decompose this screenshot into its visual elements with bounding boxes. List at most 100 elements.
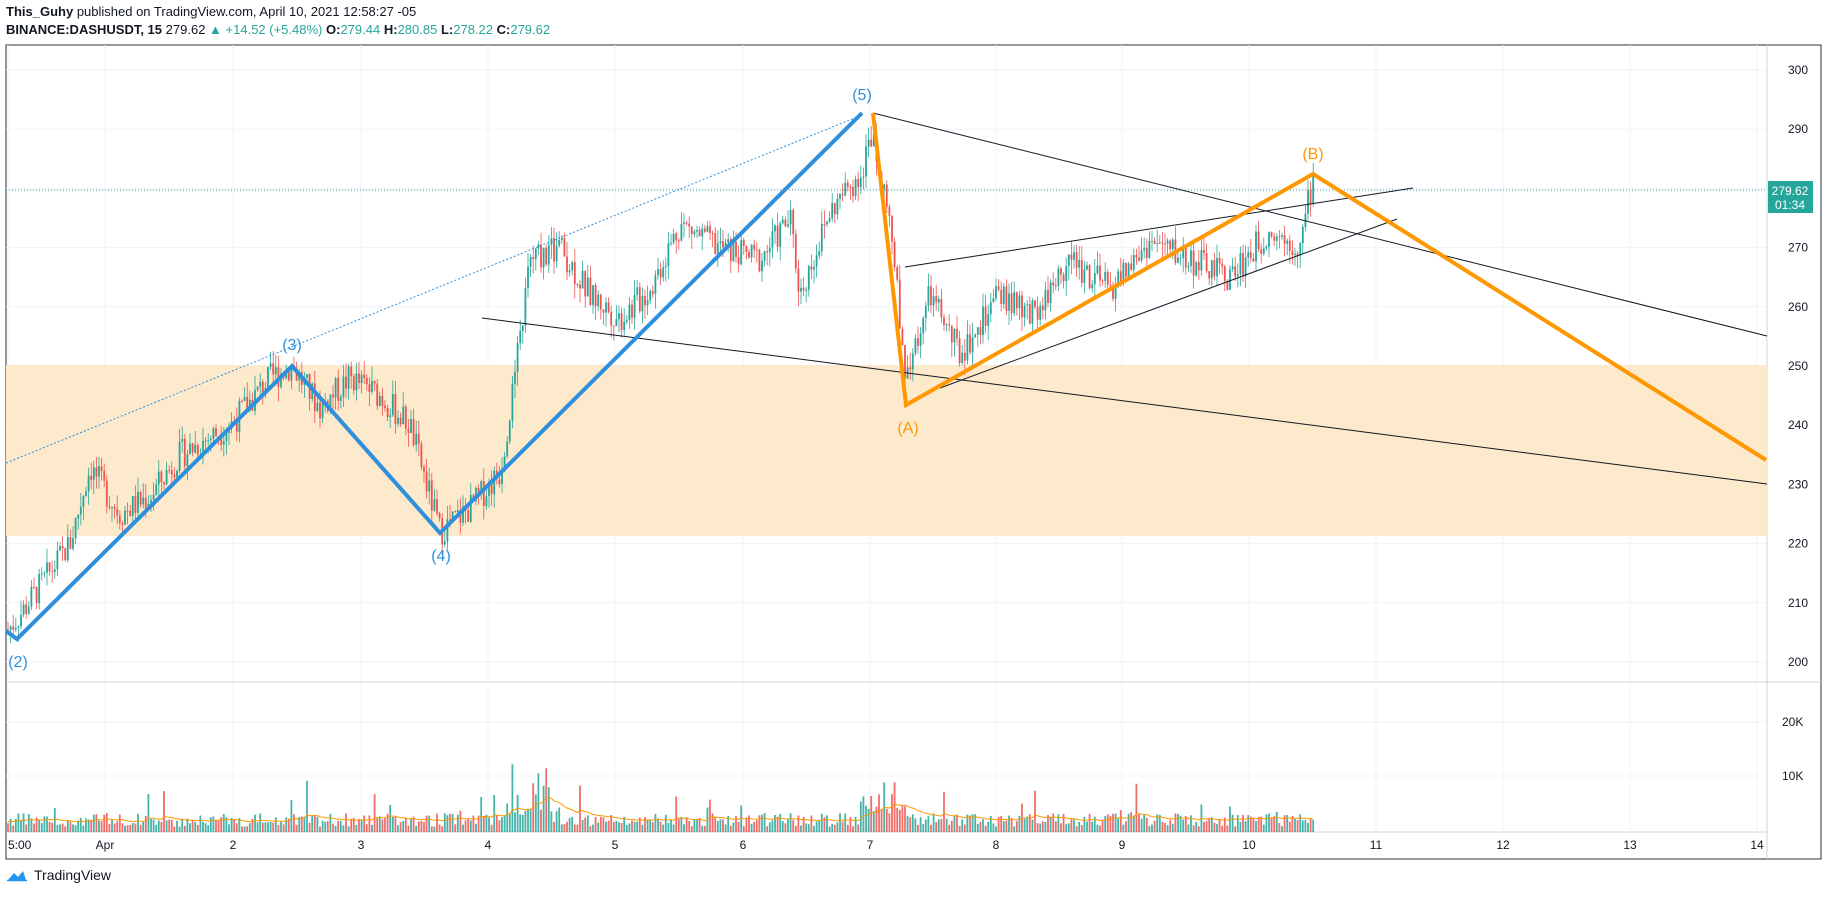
volume-bar xyxy=(826,815,828,832)
impulse-wave-path[interactable] xyxy=(4,111,864,642)
volume-bar xyxy=(131,822,134,832)
volume-bar xyxy=(306,780,308,832)
candle-body xyxy=(683,222,685,224)
candle-body xyxy=(1086,265,1088,270)
volume-bar xyxy=(303,816,306,832)
volume-bar xyxy=(1034,790,1036,832)
author-name[interactable]: This_Guhy xyxy=(6,4,74,19)
volume-bar xyxy=(376,818,379,832)
volume-bar xyxy=(183,825,186,832)
candle-body xyxy=(805,289,808,291)
candle-body xyxy=(605,302,607,313)
candle-body xyxy=(654,275,657,294)
high-value: 280.85 xyxy=(397,22,438,37)
volume-bar xyxy=(592,824,594,832)
volume-bar xyxy=(1278,823,1281,832)
candle-body xyxy=(1262,248,1265,254)
volume-bar xyxy=(815,821,818,832)
volume-bar xyxy=(1179,815,1182,832)
candle-body xyxy=(1182,247,1185,258)
symbol-name[interactable]: BINANCE:DASHUSDT, 15 xyxy=(6,22,163,37)
volume-axis[interactable]: 20K 10K xyxy=(1782,715,1803,783)
candle-body xyxy=(823,224,826,226)
candle-body xyxy=(1060,268,1062,275)
candle-body xyxy=(1132,254,1135,270)
volume-bar xyxy=(1008,815,1010,832)
volume-bar xyxy=(623,816,626,832)
candle-body xyxy=(334,378,337,398)
candle-body xyxy=(618,313,620,320)
volume-bar xyxy=(638,817,641,832)
volume-bar xyxy=(542,785,545,832)
volume-bar xyxy=(248,823,251,832)
candle-body xyxy=(14,627,17,630)
volume-bar xyxy=(930,824,932,832)
candle-body xyxy=(958,338,961,364)
volume-bar xyxy=(1075,826,1078,832)
candle-body xyxy=(826,221,828,225)
volume-bar xyxy=(1060,823,1062,832)
volume-bar xyxy=(467,818,470,832)
wedge-upper-line[interactable] xyxy=(904,187,1414,268)
candle-body xyxy=(1021,295,1023,318)
volume-bar xyxy=(560,824,563,832)
candle-body xyxy=(321,401,324,419)
candle-body xyxy=(64,548,67,561)
volume-bar xyxy=(1177,813,1179,832)
volume-bar xyxy=(1231,814,1234,832)
volume-bar xyxy=(711,813,714,832)
volume-bar xyxy=(1018,815,1021,832)
tradingview-cloud-logo-icon xyxy=(7,871,27,882)
footer-brand[interactable]: TradingView xyxy=(6,867,111,883)
candle-body xyxy=(186,454,189,467)
volume-bar xyxy=(742,826,745,832)
candle-body xyxy=(1252,258,1255,262)
wave-label-a: (A) xyxy=(897,420,918,437)
candle-body xyxy=(100,466,103,471)
volume-bar xyxy=(605,821,607,832)
candle-body xyxy=(688,223,691,227)
candle-body xyxy=(844,182,847,196)
volume-bar xyxy=(953,815,956,832)
correction-wave-path[interactable] xyxy=(871,112,1768,462)
volume-bar xyxy=(246,826,249,832)
volume-bar xyxy=(620,823,623,832)
volume-bar xyxy=(423,821,425,832)
volume-bar xyxy=(1065,824,1068,832)
candle-body xyxy=(589,277,592,306)
candle-body xyxy=(306,374,308,378)
volume-bar xyxy=(922,824,925,832)
volume-bar xyxy=(579,785,581,832)
candle-body xyxy=(828,218,831,222)
volume-bar xyxy=(701,825,704,832)
volume-bar xyxy=(25,824,28,832)
volume-bar xyxy=(355,824,358,832)
volume-bar xyxy=(1236,815,1239,832)
volume-bar xyxy=(1307,822,1309,832)
candle-body xyxy=(183,438,186,467)
volume-bar xyxy=(345,813,347,832)
volume-bar xyxy=(1117,817,1120,832)
channel-lower-line[interactable] xyxy=(481,317,1768,485)
channel-upper-line[interactable] xyxy=(872,112,1768,337)
time-tick-label: 8 xyxy=(993,838,1000,852)
volume-bar xyxy=(111,819,113,832)
volume-bar xyxy=(774,815,776,832)
time-axis[interactable]: 5:00 Apr 2 3 4 5 6 7 8 9 10 11 12 13 14 xyxy=(8,838,1764,852)
volume-bar xyxy=(1125,821,1127,832)
wave-label-b: (B) xyxy=(1302,146,1323,163)
price-axis[interactable]: 300290280270260250240230220210200 xyxy=(1788,63,1808,669)
wedge-lower-line[interactable] xyxy=(939,218,1398,389)
candle-body xyxy=(189,443,191,455)
volume-bar xyxy=(958,825,961,832)
volume-bar xyxy=(134,823,137,832)
volume-bar xyxy=(238,818,241,832)
candle-body xyxy=(560,238,563,240)
volume-bar xyxy=(1067,823,1070,832)
candle-body xyxy=(33,587,35,589)
volume-bar xyxy=(295,824,298,832)
candle-body xyxy=(1075,252,1078,268)
candle-body xyxy=(222,441,225,445)
volume-bar xyxy=(904,806,906,832)
